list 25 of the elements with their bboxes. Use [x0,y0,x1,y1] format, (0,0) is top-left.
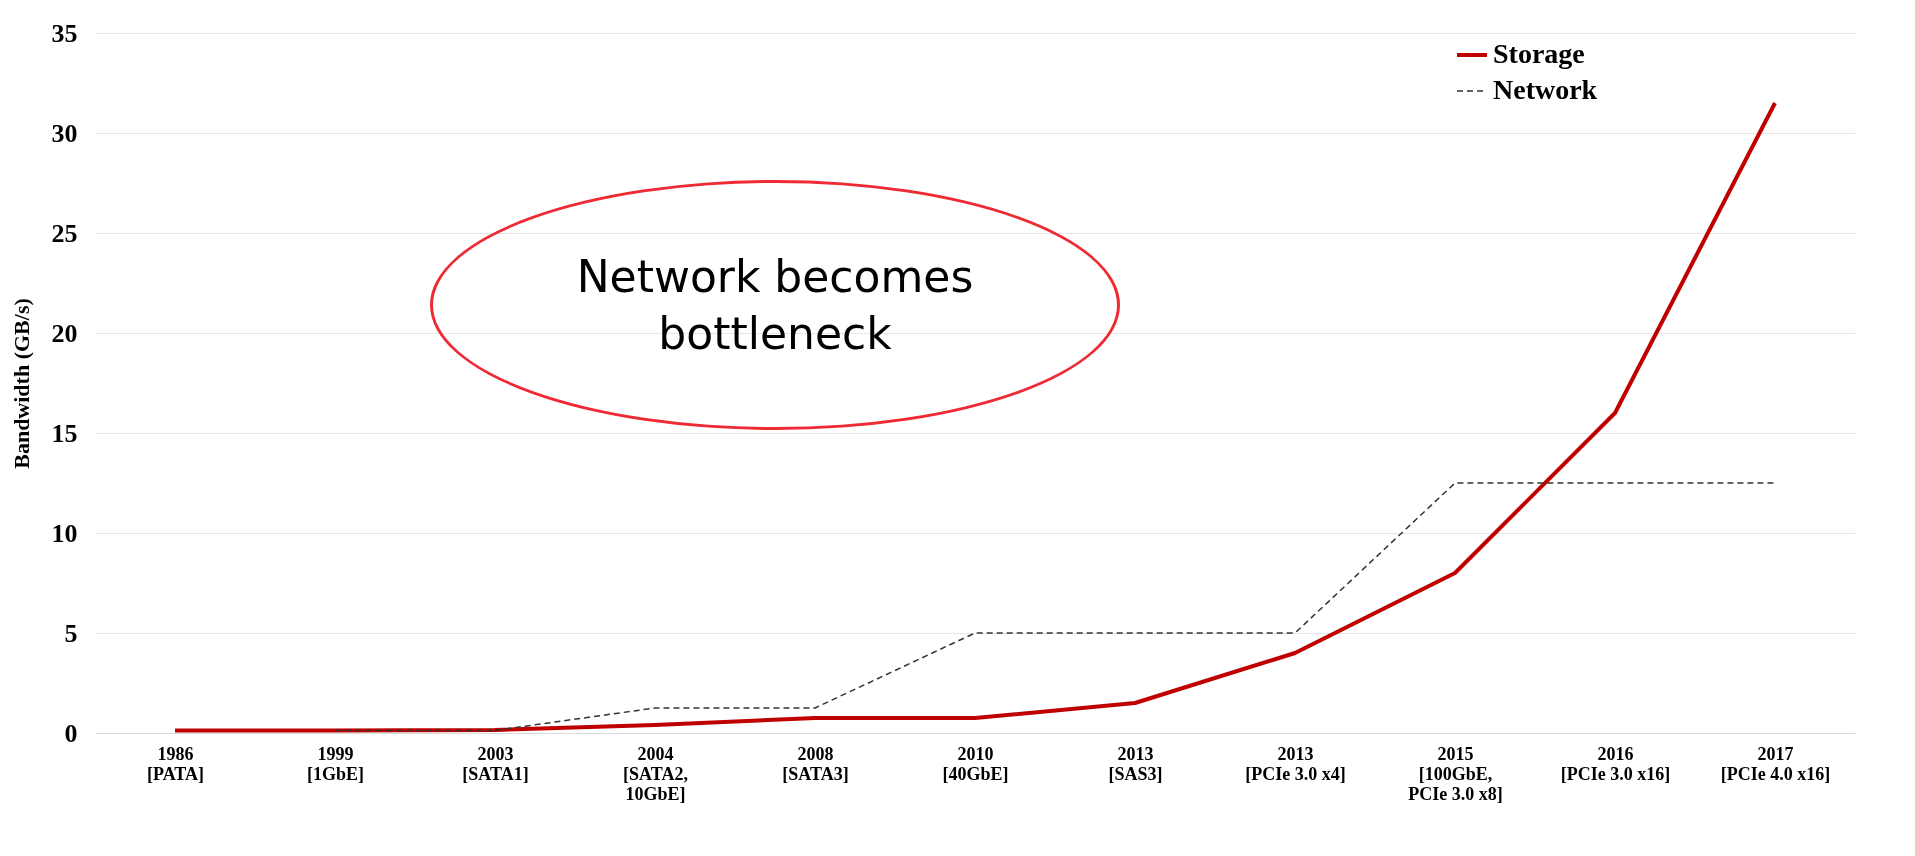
x-tick-label: 1999 [1GbE] [306,743,365,784]
x-tick-label: 2008 [SATA3] [782,743,849,784]
x-tick-label: 2004 [SATA2, 10GbE] [623,743,688,804]
line-series [334,482,1776,732]
y-tick-label: 25 [51,218,78,248]
x-tick-label: 1986 [PATA] [147,743,204,784]
legend-label: Network [1493,74,1598,105]
y-axis-title: Bandwidth (GB/s) [8,298,34,469]
x-tick-label: 2013 [PCIe 3.0 x4] [1245,743,1346,784]
y-tick-label: 5 [64,618,78,648]
y-tick-label: 20 [51,318,78,348]
y-tick-label: 0 [64,718,78,748]
x-tick-label: 2017 [PCIe 4.0 x16] [1720,743,1831,784]
x-tick-label: 2016 [PCIe 3.0 x16] [1560,743,1671,784]
y-tick-label: 15 [51,418,78,448]
y-tick-label: 35 [51,18,78,48]
x-tick-label: 2013 [SAS3] [1108,743,1163,784]
x-tick-label: 2010 [40GbE] [942,743,1009,784]
x-tick-label: 2015 [100GbE, PCIe 3.0 x8] [1408,743,1503,804]
line-series [173,101,1777,733]
y-tick-label: 10 [51,518,78,548]
x-tick-label: 2003 [SATA1] [462,743,529,784]
ellipse-outline: Network becomes bottleneck [430,180,1120,430]
y-tick-label: 30 [51,118,78,148]
legend-label: Storage [1493,38,1585,69]
